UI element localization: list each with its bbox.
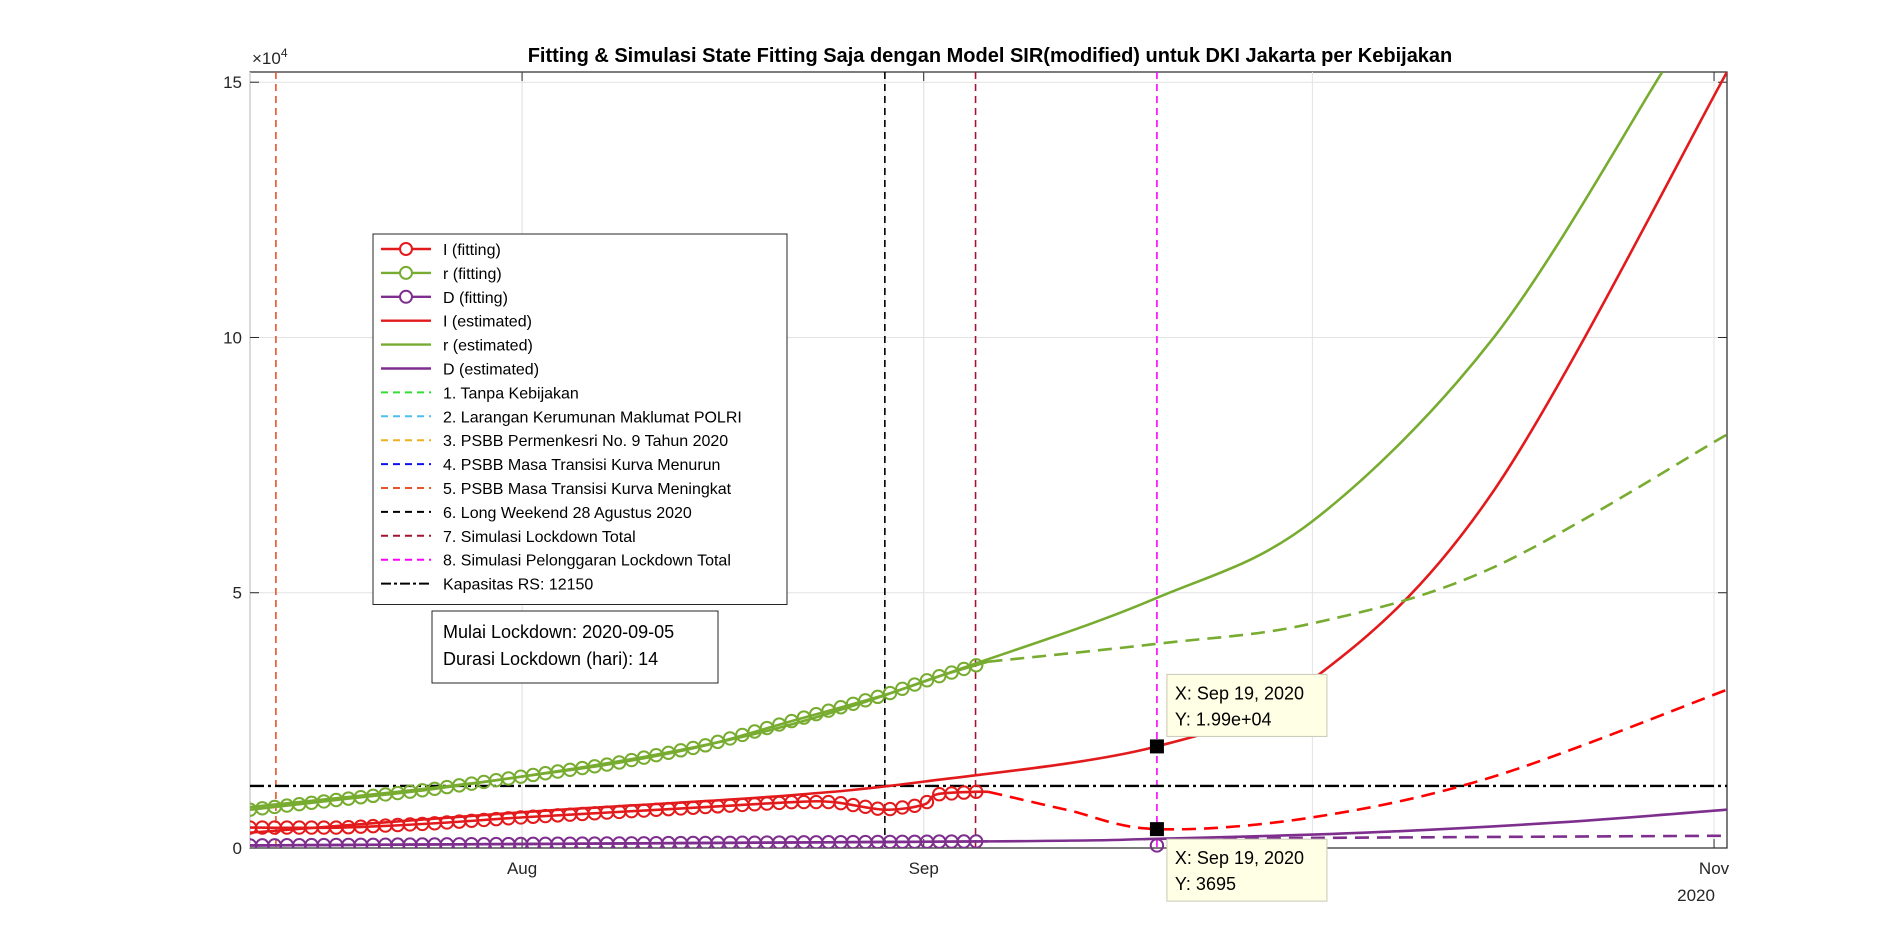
simulation-line [988, 688, 1727, 831]
legend-box [372, 233, 788, 605]
y-tick-label: 10 [223, 328, 242, 347]
legend-label: 5. PSBB Masa Transisi Kurva Meningkat [443, 481, 732, 498]
fitting-marker [907, 677, 922, 692]
lockdown-info-box: Mulai Lockdown: 2020-09-05 Durasi Lockdow… [431, 610, 719, 684]
lockdown-box-line: Mulai Lockdown: 2020-09-05 [443, 622, 674, 642]
legend-label: 7. Simulasi Lockdown Total [443, 529, 636, 546]
legend-label: r (estimated) [443, 338, 533, 355]
datatip-box [1166, 673, 1328, 737]
fitting-marker [968, 658, 984, 673]
x-tick-label: Aug [507, 859, 537, 878]
y-tick-label: 0 [233, 839, 242, 858]
legend-label: Kapasitas RS: 12150 [443, 577, 593, 594]
y-tick-label: 15 [223, 73, 242, 92]
y-exponent-label: ×104 [252, 46, 288, 68]
datatip-d-marker [1149, 838, 1165, 853]
datatips[interactable]: X: Sep 19, 2020 Y: 1.99e+04 X: Sep 19, 202… [1149, 673, 1328, 902]
legend-label: 2. Larangan Kerumunan Maklumat POLRI [443, 409, 742, 426]
datatip-marker [1149, 822, 1164, 837]
simulation-line [988, 433, 1727, 663]
fitting-marker [882, 685, 898, 701]
lockdown-box-line: Durasi Lockdown (hari): 14 [443, 649, 658, 669]
y-tick-label: 5 [233, 584, 242, 603]
series-layer [250, 72, 1727, 848]
datatip-text: Y: 1.99e+04 [1175, 709, 1272, 729]
legend-label: 8. Simulasi Pelonggaran Lockdown Total [443, 553, 731, 570]
x-year-label: 2020 [1677, 886, 1715, 905]
fitting-marker [919, 673, 935, 688]
legend-marker [399, 265, 413, 280]
simulation-line [1156, 834, 1727, 841]
x-tick-label: Sep [909, 859, 939, 878]
legend-label: D (fitting) [443, 290, 508, 307]
legend-label: D (estimated) [443, 362, 539, 379]
legend-label: I (fitting) [443, 242, 501, 259]
fitting-marker [968, 834, 984, 848]
lockdown-box-frame [431, 610, 719, 684]
legend-label: 6. Long Weekend 28 Agustus 2020 [443, 505, 692, 522]
legend-marker [399, 242, 413, 256]
fitting-marker [895, 681, 910, 697]
fitting-marker [968, 784, 984, 800]
legend-label: 4. PSBB Masa Transisi Kurva Menurun [443, 457, 720, 474]
fitting-marker [919, 794, 935, 810]
legend-marker [399, 289, 413, 304]
chart-title: Fitting & Simulasi State Fitting Saja de… [528, 45, 1453, 67]
datatip-box [1166, 838, 1328, 902]
legend: I (fitting) r (fitting) D (fitting) I (esti… [372, 233, 788, 605]
fitting-line [250, 840, 989, 847]
legend-label: r (fitting) [443, 266, 502, 283]
legend-label: 1. Tanpa Kebijakan [443, 385, 579, 402]
legend-label: 3. PSBB Permenkesri No. 9 Tahun 2020 [443, 433, 728, 450]
datatip-text: X: Sep 19, 2020 [1175, 848, 1304, 868]
datatip-marker [1149, 739, 1164, 754]
datatip-text: X: Sep 19, 2020 [1175, 683, 1304, 703]
legend-label: I (estimated) [443, 314, 532, 331]
x-tick-label: Nov [1699, 859, 1730, 878]
datatip-text: Y: 3695 [1175, 874, 1236, 894]
